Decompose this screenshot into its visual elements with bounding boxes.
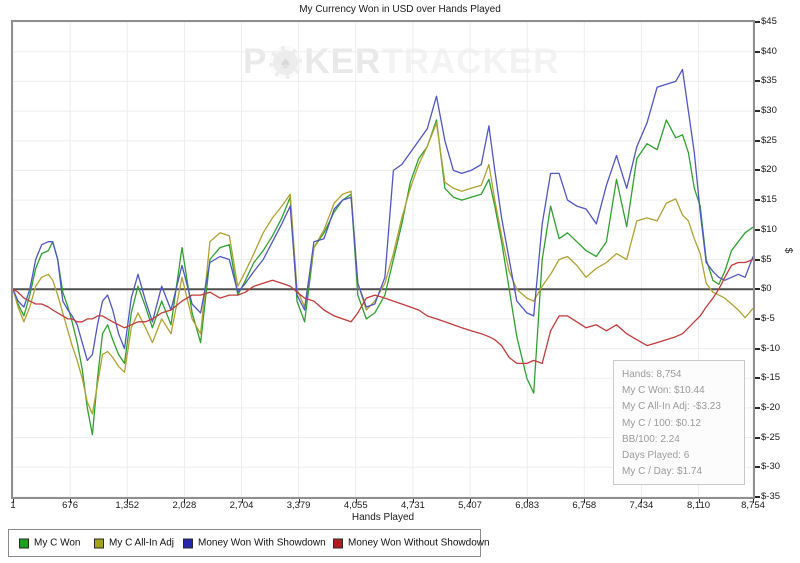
y-tick-label: $30 (761, 105, 777, 117)
x-tick-label: 8,754 (741, 500, 765, 511)
y-tick-label: $35 (761, 75, 777, 87)
x-tick-mark (355, 499, 357, 503)
legend-swatch-icon (19, 538, 29, 548)
y-tick-label: $10 (761, 223, 777, 235)
stats-line: BB/100: 2.24 (622, 433, 680, 445)
series-line (13, 68, 753, 362)
x-tick-label: 5,407 (458, 500, 482, 511)
legend-item: My C Won (19, 538, 81, 549)
poker-chip-icon: ♠ (269, 45, 303, 79)
y-tick-label: $-30 (761, 461, 781, 473)
y-tick-mark (755, 258, 760, 261)
x-tick-mark (70, 499, 72, 503)
y-tick-mark (755, 406, 760, 409)
y-tick-mark (755, 317, 760, 320)
x-tick-mark (298, 499, 300, 503)
y-tick-mark (755, 347, 760, 350)
x-tick-mark (527, 499, 529, 503)
stats-box: Hands: 8,754 My C Won: $10.44 My C All-In … (613, 360, 745, 485)
x-tick-mark (13, 499, 14, 503)
y-tick-label: $25 (761, 134, 777, 146)
y-tick-label: $40 (761, 45, 777, 57)
y-axis-title: $ (782, 247, 794, 254)
x-tick-mark (698, 499, 700, 503)
legend: My C Won My C All-In Adj Money Won With Sh… (8, 529, 490, 557)
y-tick-mark (755, 169, 760, 172)
x-tick-label: 7,434 (629, 500, 654, 511)
x-tick-mark (412, 499, 414, 503)
x-tick-label: 2,028 (172, 500, 197, 511)
x-tick-label: 1 (10, 500, 16, 511)
y-tick-mark (755, 228, 760, 231)
legend-swatch-icon (183, 538, 193, 548)
stats-line: My C All-In Adj: -$3.23 (622, 401, 721, 413)
y-tick-mark (755, 466, 760, 469)
y-tick-label: $0 (761, 283, 772, 295)
x-tick-mark (753, 499, 754, 503)
x-tick-mark (470, 499, 472, 503)
chart-title: My Currency Won in USD over Hands Played (299, 4, 501, 15)
legend-item: My C All-In Adj (94, 538, 174, 549)
y-tick-mark (755, 436, 760, 439)
x-tick-label: 8,110 (687, 500, 711, 511)
legend-label: My C Won (34, 537, 81, 549)
y-tick-label: $-15 (761, 372, 781, 384)
x-tick-label: 1,352 (115, 500, 140, 511)
legend-label: My C All-In Adj (109, 537, 175, 549)
watermark-text-ker: KER (304, 42, 382, 81)
x-tick-label: 676 (62, 500, 78, 511)
y-tick-label: $-10 (761, 342, 781, 354)
y-tick-label: $-20 (761, 401, 781, 413)
y-tick-mark (755, 377, 760, 380)
y-tick-label: $-25 (761, 431, 781, 443)
y-tick-label: $-35 (761, 491, 781, 502)
y-tick-mark (755, 110, 760, 113)
x-tick-label: 4,055 (343, 500, 368, 511)
x-tick-mark (241, 499, 243, 503)
legend-item: Money Won Without Showdown (333, 538, 490, 549)
legend-label: Money Won With Showdown (198, 537, 326, 549)
x-tick-label: 3,379 (286, 500, 311, 511)
y-tick-mark (755, 139, 760, 142)
y-tick-mark (755, 50, 760, 53)
y-tick-label: $15 (761, 194, 777, 206)
y-tick-label: $5 (761, 253, 772, 265)
stats-line: My C / 100: $0.12 (622, 417, 701, 429)
x-tick-label: 2,704 (229, 500, 254, 511)
chart-canvas (13, 22, 753, 497)
legend-swatch-icon (333, 538, 343, 548)
y-tick-mark (755, 80, 760, 83)
y-tick-mark (755, 21, 760, 23)
series-line (13, 119, 753, 436)
x-tick-label: 6,083 (515, 500, 540, 511)
y-tick-label: $45 (761, 16, 777, 27)
x-tick-mark (641, 499, 643, 503)
x-tick-mark (584, 499, 586, 503)
x-tick-label: 6,758 (572, 500, 597, 511)
legend-item: Money Won With Showdown (183, 538, 326, 549)
stats-line: My C Won: $10.44 (622, 385, 705, 397)
stats-line: Days Played: 6 (622, 450, 690, 462)
y-tick-mark (755, 496, 760, 498)
x-tick-mark (184, 499, 186, 503)
y-tick-label: $-5 (761, 312, 775, 324)
x-tick-label: 4,731 (400, 500, 425, 511)
y-tick-mark (755, 199, 760, 202)
stats-line: Hands: 8,754 (622, 369, 682, 380)
y-tick-mark (755, 288, 760, 291)
legend-label: Money Won Without Showdown (348, 537, 490, 549)
x-tick-mark (127, 499, 129, 503)
legend-swatch-icon (94, 538, 104, 548)
plot-area (11, 20, 755, 499)
spade-icon: ♠ (280, 52, 291, 72)
stats-line: My C / Day: $1.74 (622, 466, 703, 478)
series-line (13, 258, 753, 365)
x-axis-title: Hands Played (351, 512, 415, 523)
y-tick-label: $20 (761, 164, 777, 176)
